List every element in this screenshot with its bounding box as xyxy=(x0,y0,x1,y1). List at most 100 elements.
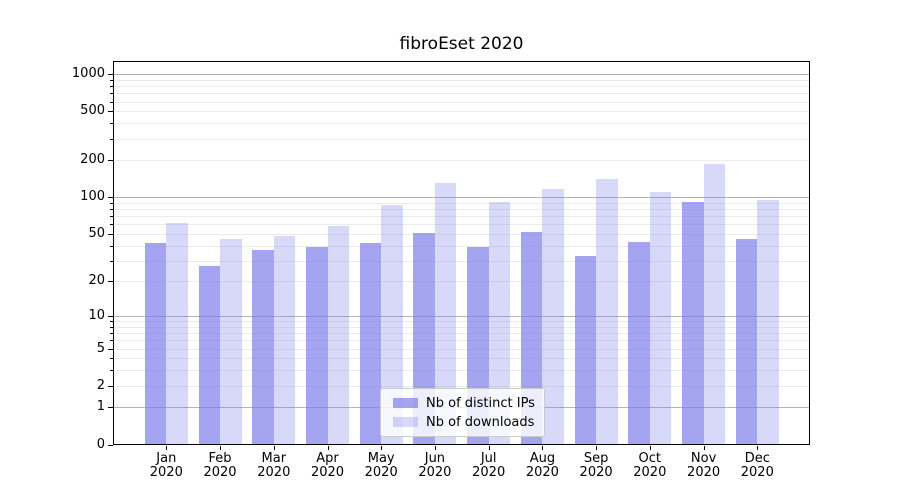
y-tick-label-0: 0 xyxy=(96,436,105,452)
y-minor-tick-40 xyxy=(110,245,113,247)
y-tick-label-1: 1 xyxy=(96,399,105,415)
y-minor-tick-90 xyxy=(110,202,113,204)
y-tick-200 xyxy=(108,160,113,162)
y-tick-1 xyxy=(108,407,113,409)
bar-apr-downloads xyxy=(327,226,349,445)
gridline-60 xyxy=(113,224,810,226)
gridline-6 xyxy=(113,340,810,342)
bar-oct-downloads xyxy=(649,191,672,445)
y-minor-tick-800 xyxy=(110,86,113,88)
y-tick-label-500: 500 xyxy=(80,103,105,119)
bar-nov-downloads xyxy=(703,164,726,445)
bar-jun-downloads xyxy=(434,183,457,445)
gridline-800 xyxy=(113,86,810,88)
bar-sep-ips xyxy=(574,255,597,445)
gridline-8 xyxy=(113,326,810,328)
gridline-70 xyxy=(113,216,810,218)
y-minor-tick-80 xyxy=(110,209,113,210)
gridline-600 xyxy=(113,101,810,103)
bar-feb-ips xyxy=(198,265,220,445)
gridline-9 xyxy=(113,321,810,323)
bar-mar-ips xyxy=(252,249,274,445)
y-minor-tick-600 xyxy=(110,101,113,103)
y-tick-1000 xyxy=(108,74,113,76)
bar-sep-downloads xyxy=(596,179,618,445)
y-tick-100 xyxy=(108,197,113,199)
bar-dec-downloads xyxy=(757,199,779,445)
gridline-3 xyxy=(113,370,810,372)
x-tick-oct xyxy=(649,446,651,450)
gridline-30 xyxy=(113,260,810,262)
gridline-400 xyxy=(113,123,810,125)
bar-jan-downloads xyxy=(166,223,188,445)
legend-swatch-distinct-ips xyxy=(393,398,418,408)
y-minor-tick-60 xyxy=(110,224,113,226)
x-tick-label-mar: Mar 2020 xyxy=(257,451,291,480)
y-tick-label-1000: 1000 xyxy=(71,66,105,82)
y-tick-label-200: 200 xyxy=(80,152,105,168)
gridline-2 xyxy=(113,385,810,387)
y-minor-tick-30 xyxy=(110,260,113,262)
y-tick-label-2: 2 xyxy=(96,377,105,393)
bar-nov-ips xyxy=(682,201,704,445)
y-minor-tick-3 xyxy=(110,370,113,372)
x-tick-label-jun: Jun 2020 xyxy=(418,451,452,480)
bar-may-ips xyxy=(359,242,382,445)
y-tick-10 xyxy=(108,316,113,317)
y-tick-0 xyxy=(108,444,113,446)
y-minor-tick-900 xyxy=(110,79,113,81)
x-tick-label-sep: Sep 2020 xyxy=(579,451,613,480)
x-tick-label-aug: Aug 2020 xyxy=(525,451,559,480)
y-minor-tick-300 xyxy=(110,138,113,140)
bar-aug-downloads xyxy=(542,189,564,445)
x-tick-dec xyxy=(757,446,759,450)
gridline-20 xyxy=(113,281,810,283)
y-tick-label-50: 50 xyxy=(88,225,105,241)
y-minor-tick-9 xyxy=(110,321,113,323)
y-tick-500 xyxy=(108,111,113,113)
y-tick-label-5: 5 xyxy=(96,340,105,356)
x-tick-label-jul: Jul 2020 xyxy=(472,451,506,480)
legend-swatch-downloads xyxy=(393,417,418,427)
x-tick-sep xyxy=(596,446,598,450)
legend-label-downloads: Nb of downloads xyxy=(426,414,535,430)
gridline-100 xyxy=(113,197,810,199)
y-tick-label-10: 10 xyxy=(88,308,105,323)
x-tick-label-feb: Feb 2020 xyxy=(203,451,237,480)
bar-apr-ips xyxy=(306,246,328,445)
gridline-1000 xyxy=(113,74,810,76)
bar-feb-downloads xyxy=(220,239,242,445)
legend-item-downloads: Nb of downloads xyxy=(393,413,536,431)
bar-mar-downloads xyxy=(273,235,296,445)
x-tick-label-nov: Nov 2020 xyxy=(687,451,721,480)
x-tick-may xyxy=(381,446,383,450)
gridline-200 xyxy=(113,160,810,162)
bar-jan-ips xyxy=(144,242,167,445)
legend-label-distinct-ips: Nb of distinct IPs xyxy=(426,395,535,411)
gridline-80 xyxy=(113,209,810,210)
bar-oct-ips xyxy=(628,241,650,445)
y-tick-label-20: 20 xyxy=(88,273,105,289)
legend: Nb of distinct IPs Nb of downloads xyxy=(380,388,545,437)
bar-may-downloads xyxy=(381,205,403,445)
legend-item-distinct-ips: Nb of distinct IPs xyxy=(393,394,536,412)
y-tick-50 xyxy=(108,233,113,235)
x-tick-aug xyxy=(542,446,544,450)
y-minor-tick-6 xyxy=(110,340,113,342)
y-minor-tick-70 xyxy=(110,216,113,218)
x-tick-nov xyxy=(703,446,705,450)
gridline-4 xyxy=(113,358,810,360)
x-tick-label-may: May 2020 xyxy=(364,451,398,480)
x-tick-apr xyxy=(327,446,329,450)
x-tick-mar xyxy=(273,446,275,450)
gridline-40 xyxy=(113,245,810,247)
y-tick-2 xyxy=(108,385,113,387)
x-tick-label-dec: Dec 2020 xyxy=(740,451,774,480)
gridline-700 xyxy=(113,93,810,95)
y-minor-tick-4 xyxy=(110,358,113,360)
gridline-10 xyxy=(113,316,810,317)
y-tick-5 xyxy=(108,348,113,350)
x-tick-jan xyxy=(166,446,168,450)
bar-dec-ips xyxy=(735,239,758,445)
